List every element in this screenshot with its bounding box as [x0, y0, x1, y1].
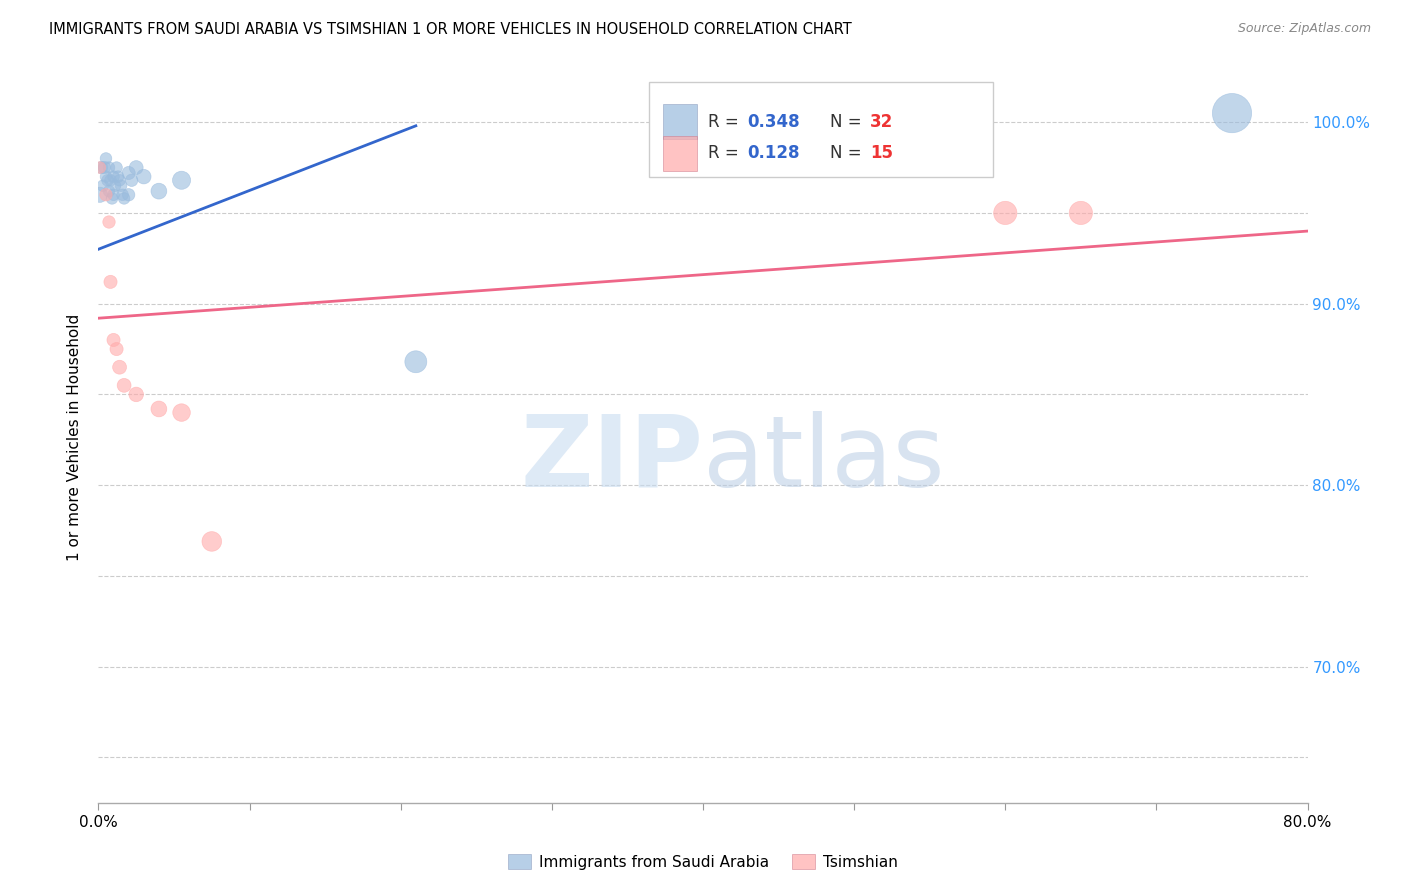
Point [104, 178, 127, 193]
Text: 32: 32 [870, 112, 893, 131]
Point [170, 406, 193, 420]
Text: Source: ZipAtlas.com: Source: ZipAtlas.com [1237, 22, 1371, 36]
Point [90, 161, 112, 175]
Point [98, 215, 121, 229]
Point [148, 184, 170, 198]
Point [118, 166, 141, 180]
Text: N =: N = [830, 145, 868, 162]
Text: 0.348: 0.348 [748, 112, 800, 131]
Point [105, 342, 128, 356]
Point [89, 187, 111, 202]
Y-axis label: 1 or more Vehicles in Household: 1 or more Vehicles in Household [67, 313, 83, 561]
Point [118, 187, 141, 202]
Point [105, 161, 128, 175]
Point [125, 387, 148, 401]
FancyBboxPatch shape [664, 136, 697, 171]
Text: ZIP: ZIP [520, 410, 703, 508]
Text: atlas: atlas [703, 410, 945, 508]
Point [94, 187, 117, 202]
Point [94, 152, 117, 166]
Point [148, 401, 170, 416]
Point [108, 360, 131, 375]
Point [101, 191, 124, 205]
Text: R =: R = [707, 145, 744, 162]
Point [98, 184, 121, 198]
Point [103, 187, 125, 202]
Point [132, 169, 155, 184]
Point [100, 173, 122, 187]
Text: 0.128: 0.128 [748, 145, 800, 162]
Point [121, 173, 143, 187]
Text: IMMIGRANTS FROM SAUDI ARABIA VS TSIMSHIAN 1 OR MORE VEHICLES IN HOUSEHOLD CORREL: IMMIGRANTS FROM SAUDI ARABIA VS TSIMSHIA… [49, 22, 852, 37]
Text: 15: 15 [870, 145, 893, 162]
Point [112, 191, 135, 205]
Text: R =: R = [707, 112, 744, 131]
Point [170, 173, 193, 187]
Point [201, 534, 224, 549]
Point [1220, 106, 1243, 120]
Text: N =: N = [830, 112, 868, 131]
Point [994, 206, 1017, 220]
Point [100, 275, 122, 289]
Point [108, 173, 131, 187]
Point [94, 169, 117, 184]
Point [89, 161, 111, 175]
Point [103, 169, 125, 184]
Point [125, 161, 148, 175]
Point [1070, 206, 1092, 220]
Point [91, 178, 114, 193]
Legend: Immigrants from Saudi Arabia, Tsimshian: Immigrants from Saudi Arabia, Tsimshian [502, 847, 904, 876]
Point [112, 378, 135, 392]
Point [93, 161, 115, 175]
Point [111, 187, 134, 202]
Point [103, 333, 125, 347]
Point [98, 161, 121, 175]
Point [107, 169, 129, 184]
FancyBboxPatch shape [648, 82, 993, 178]
Point [110, 178, 132, 193]
Point [96, 173, 118, 187]
Point [405, 355, 427, 369]
FancyBboxPatch shape [664, 104, 697, 139]
